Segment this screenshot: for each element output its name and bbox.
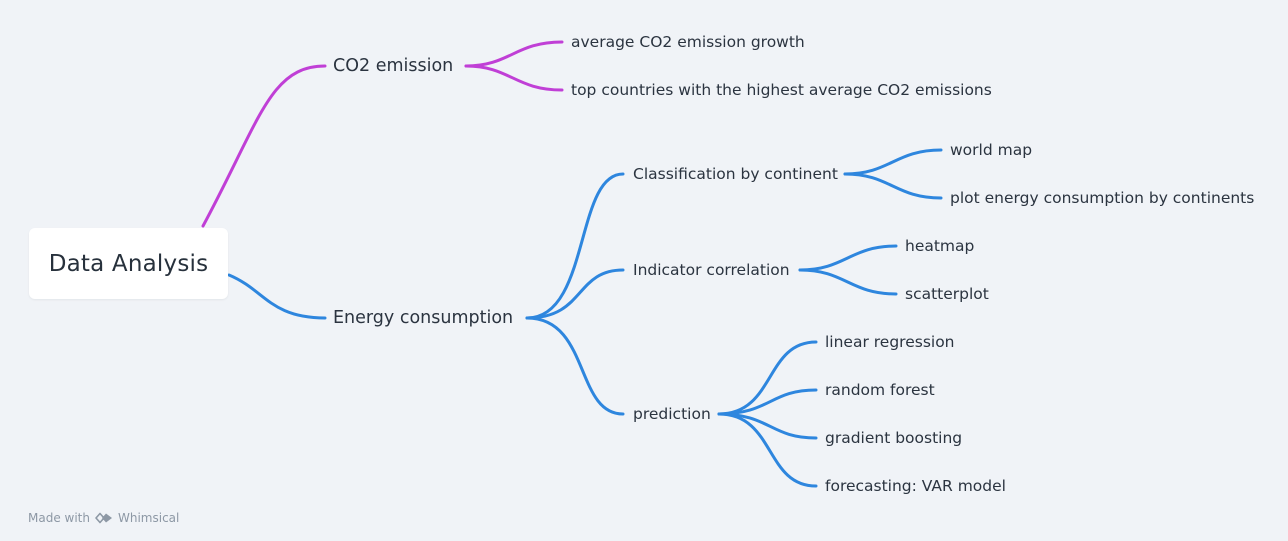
node-prediction[interactable]: prediction (633, 405, 711, 423)
node-energy-consumption[interactable]: Energy consumption (333, 308, 514, 328)
connector-prediction-forest (717, 388, 818, 416)
node-heatmap[interactable]: heatmap (905, 237, 975, 255)
connector-prediction-boosting (717, 412, 818, 440)
node-classification-by-continent[interactable]: Classification by continent (633, 165, 838, 183)
node-forecasting-var[interactable]: forecasting: VAR model (825, 477, 1006, 495)
connector-classification-plot (843, 172, 943, 200)
node-scatterplot[interactable]: scatterplot (905, 285, 989, 303)
node-linear-regression[interactable]: linear regression (825, 333, 955, 351)
connector-co2-child-1 (464, 40, 564, 68)
whimsical-logo-icon (95, 512, 112, 524)
whimsical-brand-label: Whimsical (117, 511, 180, 525)
node-average-co2-growth[interactable]: average CO2 emission growth (571, 33, 805, 51)
connector-prediction-var (717, 412, 818, 488)
made-with-label: Made with (28, 511, 90, 525)
node-world-map[interactable]: world map (950, 141, 1033, 159)
connector-energy-classification (525, 172, 625, 320)
connector-prediction-linear (717, 340, 818, 416)
node-random-forest[interactable]: random forest (825, 381, 935, 399)
node-gradient-boosting[interactable]: gradient boosting (825, 429, 963, 447)
node-co2-emission[interactable]: CO2 emission (333, 56, 454, 76)
made-with-whimsical-footer[interactable]: Made with Whimsical (28, 511, 179, 525)
connector-classification-world-map (843, 148, 943, 176)
connector-indicator-heatmap (798, 244, 898, 272)
connector-root-energy (227, 273, 327, 320)
node-plot-energy-by-continents[interactable]: plot energy consumption by continents (950, 189, 1255, 207)
node-indicator-correlation[interactable]: Indicator correlation (633, 261, 790, 279)
connector-co2-child-2 (464, 64, 564, 92)
connector-root-co2 (201, 64, 327, 228)
connector-energy-prediction (525, 316, 625, 416)
root-node[interactable]: Data Analysis (29, 228, 228, 299)
root-node-label: Data Analysis (48, 250, 209, 277)
connector-indicator-scatterplot (798, 268, 898, 296)
node-top-countries-co2[interactable]: top countries with the highest average C… (571, 81, 992, 99)
connector-energy-indicator (525, 268, 625, 320)
